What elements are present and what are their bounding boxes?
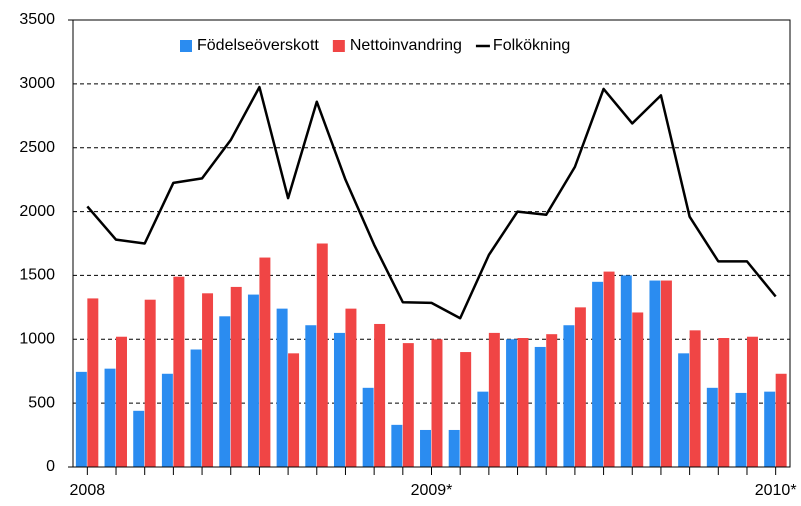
bar (391, 424, 403, 467)
bar (333, 332, 345, 467)
bar (517, 338, 529, 467)
bar (477, 391, 489, 467)
bar (247, 294, 259, 467)
bar (190, 349, 202, 467)
bar (534, 346, 546, 467)
bar (620, 275, 632, 467)
bar (362, 387, 374, 467)
bar (75, 371, 87, 467)
bar (678, 353, 690, 467)
legend-label: Födelseöverskott (197, 37, 319, 54)
bar (288, 353, 300, 467)
bar (230, 286, 242, 467)
y-tick-label: 0 (46, 458, 55, 475)
bar (104, 368, 116, 467)
y-tick-label: 3000 (19, 75, 55, 92)
bar (431, 339, 443, 467)
bar (746, 336, 758, 467)
x-tick-label: 2010* (755, 482, 797, 499)
bar (460, 352, 472, 467)
bar (402, 343, 414, 467)
legend-swatch (180, 40, 192, 52)
bar (374, 323, 386, 467)
bar (775, 373, 787, 467)
bar (219, 316, 231, 467)
line (86, 85, 777, 320)
bar (506, 339, 518, 467)
bar (689, 330, 701, 467)
bar (592, 281, 604, 467)
bar (259, 257, 271, 467)
x-tick-label: 2008 (70, 482, 106, 499)
bar (563, 325, 575, 467)
bar (316, 243, 328, 467)
legend-label: Folkökning (493, 37, 570, 54)
y-tick-label: 2500 (19, 139, 55, 156)
bar (488, 332, 500, 467)
bar (632, 312, 644, 467)
bar (574, 307, 586, 467)
legend-swatch (332, 40, 345, 52)
y-tick-label: 500 (28, 394, 55, 411)
bar (276, 308, 288, 467)
bar (345, 308, 357, 467)
y-tick-label: 1000 (19, 331, 55, 348)
bar (116, 336, 127, 467)
bar (649, 280, 661, 467)
y-tick-label: 3500 (19, 11, 55, 28)
bar (87, 298, 99, 467)
bar (173, 276, 185, 467)
bar (603, 271, 615, 467)
x-tick-label: 2009* (411, 482, 453, 499)
bar (718, 338, 730, 467)
bar (144, 299, 156, 467)
bar (448, 429, 460, 467)
legend-label: Nettoinvandring (350, 37, 462, 54)
bar (735, 392, 747, 467)
bar (764, 391, 776, 467)
y-tick-label: 2000 (19, 203, 55, 220)
bar (161, 373, 173, 467)
bar (202, 293, 214, 467)
bar (660, 280, 672, 467)
bar (133, 410, 145, 467)
bar (305, 325, 317, 467)
bar (546, 334, 558, 467)
bar (420, 429, 431, 467)
y-tick-label: 1500 (19, 267, 55, 284)
bar (706, 387, 718, 467)
